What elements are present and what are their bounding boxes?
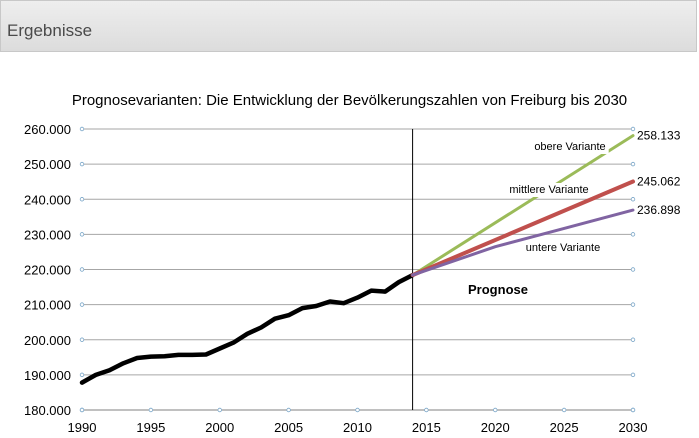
x-tick-marker bbox=[561, 407, 567, 413]
lower-variant-line bbox=[411, 208, 635, 277]
x-tick-label: 2020 bbox=[481, 420, 510, 435]
upper-variant-label: obere Variante bbox=[534, 141, 605, 153]
x-tick-marker bbox=[493, 407, 498, 413]
x-tick-label: 2025 bbox=[550, 420, 579, 435]
gridline-marker bbox=[630, 337, 636, 342]
y-tick-label: 220.000 bbox=[24, 263, 71, 278]
prognose-label: Prognose bbox=[468, 282, 528, 297]
gridline-marker bbox=[79, 161, 85, 167]
x-tick-marker bbox=[148, 407, 154, 413]
header-bar: Ergebnisse bbox=[0, 0, 697, 52]
end-value-label: 236.898 bbox=[637, 203, 681, 217]
gridline-marker bbox=[79, 337, 85, 342]
x-tick-marker bbox=[355, 407, 360, 413]
y-tick-label: 240.000 bbox=[24, 192, 71, 207]
gridline-marker bbox=[630, 372, 636, 378]
end-value-label: 258.133 bbox=[637, 129, 681, 143]
gridline-marker bbox=[630, 197, 636, 202]
x-tick-label: 2005 bbox=[274, 420, 303, 435]
gridline-marker bbox=[79, 372, 85, 378]
y-tick-label: 180.000 bbox=[24, 403, 71, 418]
y-tick-label: 200.000 bbox=[24, 333, 71, 348]
y-tick-label: 230.000 bbox=[24, 227, 71, 242]
x-tick-label: 1995 bbox=[136, 420, 165, 435]
x-tick-label: 2015 bbox=[412, 420, 441, 435]
gridline-marker bbox=[79, 267, 85, 272]
x-tick-label: 2030 bbox=[619, 420, 648, 435]
x-tick-marker bbox=[217, 407, 222, 413]
gridline-marker bbox=[79, 232, 85, 237]
middle-variant-label-background bbox=[506, 183, 592, 197]
x-tick-marker bbox=[630, 407, 636, 413]
chart-title: Prognosevarianten: Die Entwicklung der B… bbox=[71, 92, 628, 109]
gridline-marker bbox=[630, 161, 636, 167]
x-tick-marker bbox=[424, 407, 429, 413]
y-tick-label: 250.000 bbox=[24, 157, 71, 172]
gridline-marker bbox=[79, 126, 85, 132]
x-tick-marker bbox=[79, 407, 85, 413]
gridline-marker bbox=[630, 302, 636, 307]
y-tick-label: 260.000 bbox=[24, 122, 71, 137]
middle-variant-label: mittlere Variante bbox=[509, 184, 588, 196]
x-tick-label: 2000 bbox=[205, 420, 234, 435]
gridline-marker bbox=[79, 197, 85, 202]
x-tick-marker bbox=[286, 407, 291, 413]
x-tick-label: 1990 bbox=[68, 420, 97, 435]
middle-variant-line bbox=[410, 179, 635, 278]
page-title: Ergebnisse bbox=[7, 21, 93, 40]
y-tick-label: 190.000 bbox=[24, 368, 71, 383]
gridline-marker bbox=[630, 232, 636, 237]
gridline-marker bbox=[630, 267, 636, 272]
upper-variant-label-background bbox=[531, 140, 609, 154]
historical-line bbox=[79, 272, 415, 385]
x-tick-label: 2010 bbox=[343, 420, 372, 435]
y-tick-label: 210.000 bbox=[24, 298, 71, 313]
gridline-marker bbox=[630, 126, 636, 132]
gridline-marker bbox=[79, 302, 85, 307]
lower-variant-label-background bbox=[522, 241, 604, 255]
lower-variant-label: untere Variante bbox=[526, 242, 600, 254]
end-value-label: 245.062 bbox=[637, 174, 681, 188]
upper-variant-line bbox=[411, 134, 635, 277]
